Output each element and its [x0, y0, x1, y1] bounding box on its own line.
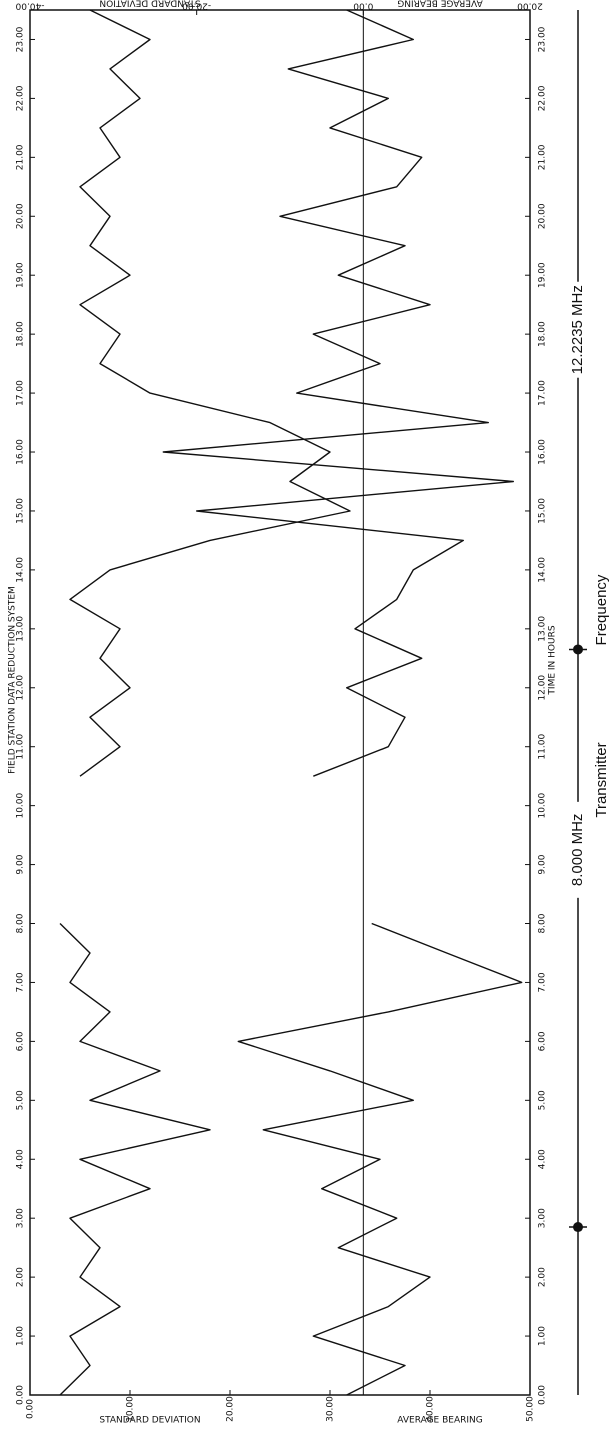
- y2-tick-label: 20.00: [517, 1, 543, 11]
- plot-frame: [29, 9, 531, 1396]
- x-tick-label: 8.00: [16, 913, 26, 933]
- x-tick-label: 3.00: [538, 1208, 548, 1228]
- x-tick-label: 20.00: [16, 203, 26, 229]
- frequency-label: 12.2235 MHz: [569, 285, 586, 374]
- y-axis-label: STANDARD DEVIATION: [99, 1416, 200, 1426]
- x-tick-label: 1.00: [16, 1326, 26, 1346]
- x-tick-label: 15.00: [538, 498, 548, 524]
- y2-axis-label: AVERAGE BEARING: [397, 0, 482, 8]
- x-tick-label: 9.00: [16, 854, 26, 874]
- x-tick-label: 2.00: [538, 1267, 548, 1287]
- frequency-label: 8.000 MHz: [569, 814, 586, 887]
- x-tick-label: 18.00: [538, 321, 548, 347]
- x-tick-label: 11.00: [16, 734, 26, 760]
- transmitter-label: Transmitter: [593, 742, 610, 817]
- x-tick-label: 11.00: [538, 734, 548, 760]
- x-tick-label: 23.00: [538, 26, 548, 52]
- x-tick-label: 4.00: [538, 1149, 548, 1169]
- data-line: [162, 9, 523, 1396]
- x-tick-label: 9.00: [538, 854, 548, 874]
- y-tick-label: 40.00: [426, 1396, 436, 1422]
- transmitter-label: Frequency: [593, 574, 610, 645]
- x-tick-label: 0.00: [16, 1385, 26, 1405]
- x-tick-label: 20.00: [538, 203, 548, 229]
- x-axis-label: TIME IN HOURS: [548, 625, 558, 695]
- x-tick-label: 14.00: [538, 557, 548, 583]
- x-tick-label: 16.00: [16, 439, 26, 465]
- x-tick-label: 21.00: [538, 144, 548, 170]
- x-tick-label: 3.00: [16, 1208, 26, 1228]
- x-tick-label: 5.00: [16, 1090, 26, 1110]
- x-tick-label: 10.00: [538, 792, 548, 818]
- chart-title: FIELD STATION DATA REDUCTION SYSTEM: [8, 586, 18, 774]
- y-tick-label: 50.00: [526, 1396, 536, 1422]
- x-tick-label: 19.00: [16, 262, 26, 288]
- x-tick-label: 17.00: [538, 380, 548, 406]
- y2-tick-label: -40.00: [15, 1, 44, 11]
- y2-axis-label: AVERAGE BEARING: [397, 1416, 482, 1426]
- y-tick-label: 20.00: [226, 1396, 236, 1422]
- x-tick-label: 4.00: [16, 1149, 26, 1169]
- x-tick-label: 7.00: [16, 972, 26, 992]
- x-tick-label: 8.00: [538, 913, 548, 933]
- x-tick-label: 22.00: [538, 85, 548, 111]
- x-tick-label: 1.00: [538, 1326, 548, 1346]
- x-tick-label: 17.00: [16, 380, 26, 406]
- x-tick-label: 18.00: [16, 321, 26, 347]
- x-tick-label: 6.00: [538, 1031, 548, 1051]
- y-tick-label: 30.00: [326, 1396, 336, 1422]
- x-tick-label: 13.00: [538, 616, 548, 642]
- x-tick-label: 22.00: [16, 85, 26, 111]
- label-background: [569, 281, 587, 378]
- x-tick-label: 6.00: [16, 1031, 26, 1051]
- y-tick-label: 0.00: [26, 1399, 36, 1419]
- x-tick-label: 7.00: [538, 972, 548, 992]
- x-tick-label: 19.00: [538, 262, 548, 288]
- x-tick-label: 0.00: [538, 1385, 548, 1405]
- data-line: [59, 9, 351, 1396]
- label-background: [569, 801, 587, 898]
- x-tick-label: 12.00: [538, 675, 548, 701]
- x-tick-label: 13.00: [16, 616, 26, 642]
- x-tick-label: 21.00: [16, 144, 26, 170]
- x-tick-label: 16.00: [538, 439, 548, 465]
- x-tick-label: 5.00: [538, 1090, 548, 1110]
- y-tick-label: 10.00: [126, 1396, 136, 1422]
- y2-tick-label: 0.00: [353, 1, 373, 11]
- y2-tick-label: -20.00: [182, 1, 211, 11]
- x-tick-label: 14.00: [16, 557, 26, 583]
- x-tick-label: 23.00: [16, 26, 26, 52]
- y-axis-label: STANDARD DEVIATION: [99, 0, 200, 8]
- x-tick-label: 10.00: [16, 792, 26, 818]
- x-tick-label: 15.00: [16, 498, 26, 524]
- x-tick-label: 2.00: [16, 1267, 26, 1287]
- x-tick-label: 12.00: [16, 675, 26, 701]
